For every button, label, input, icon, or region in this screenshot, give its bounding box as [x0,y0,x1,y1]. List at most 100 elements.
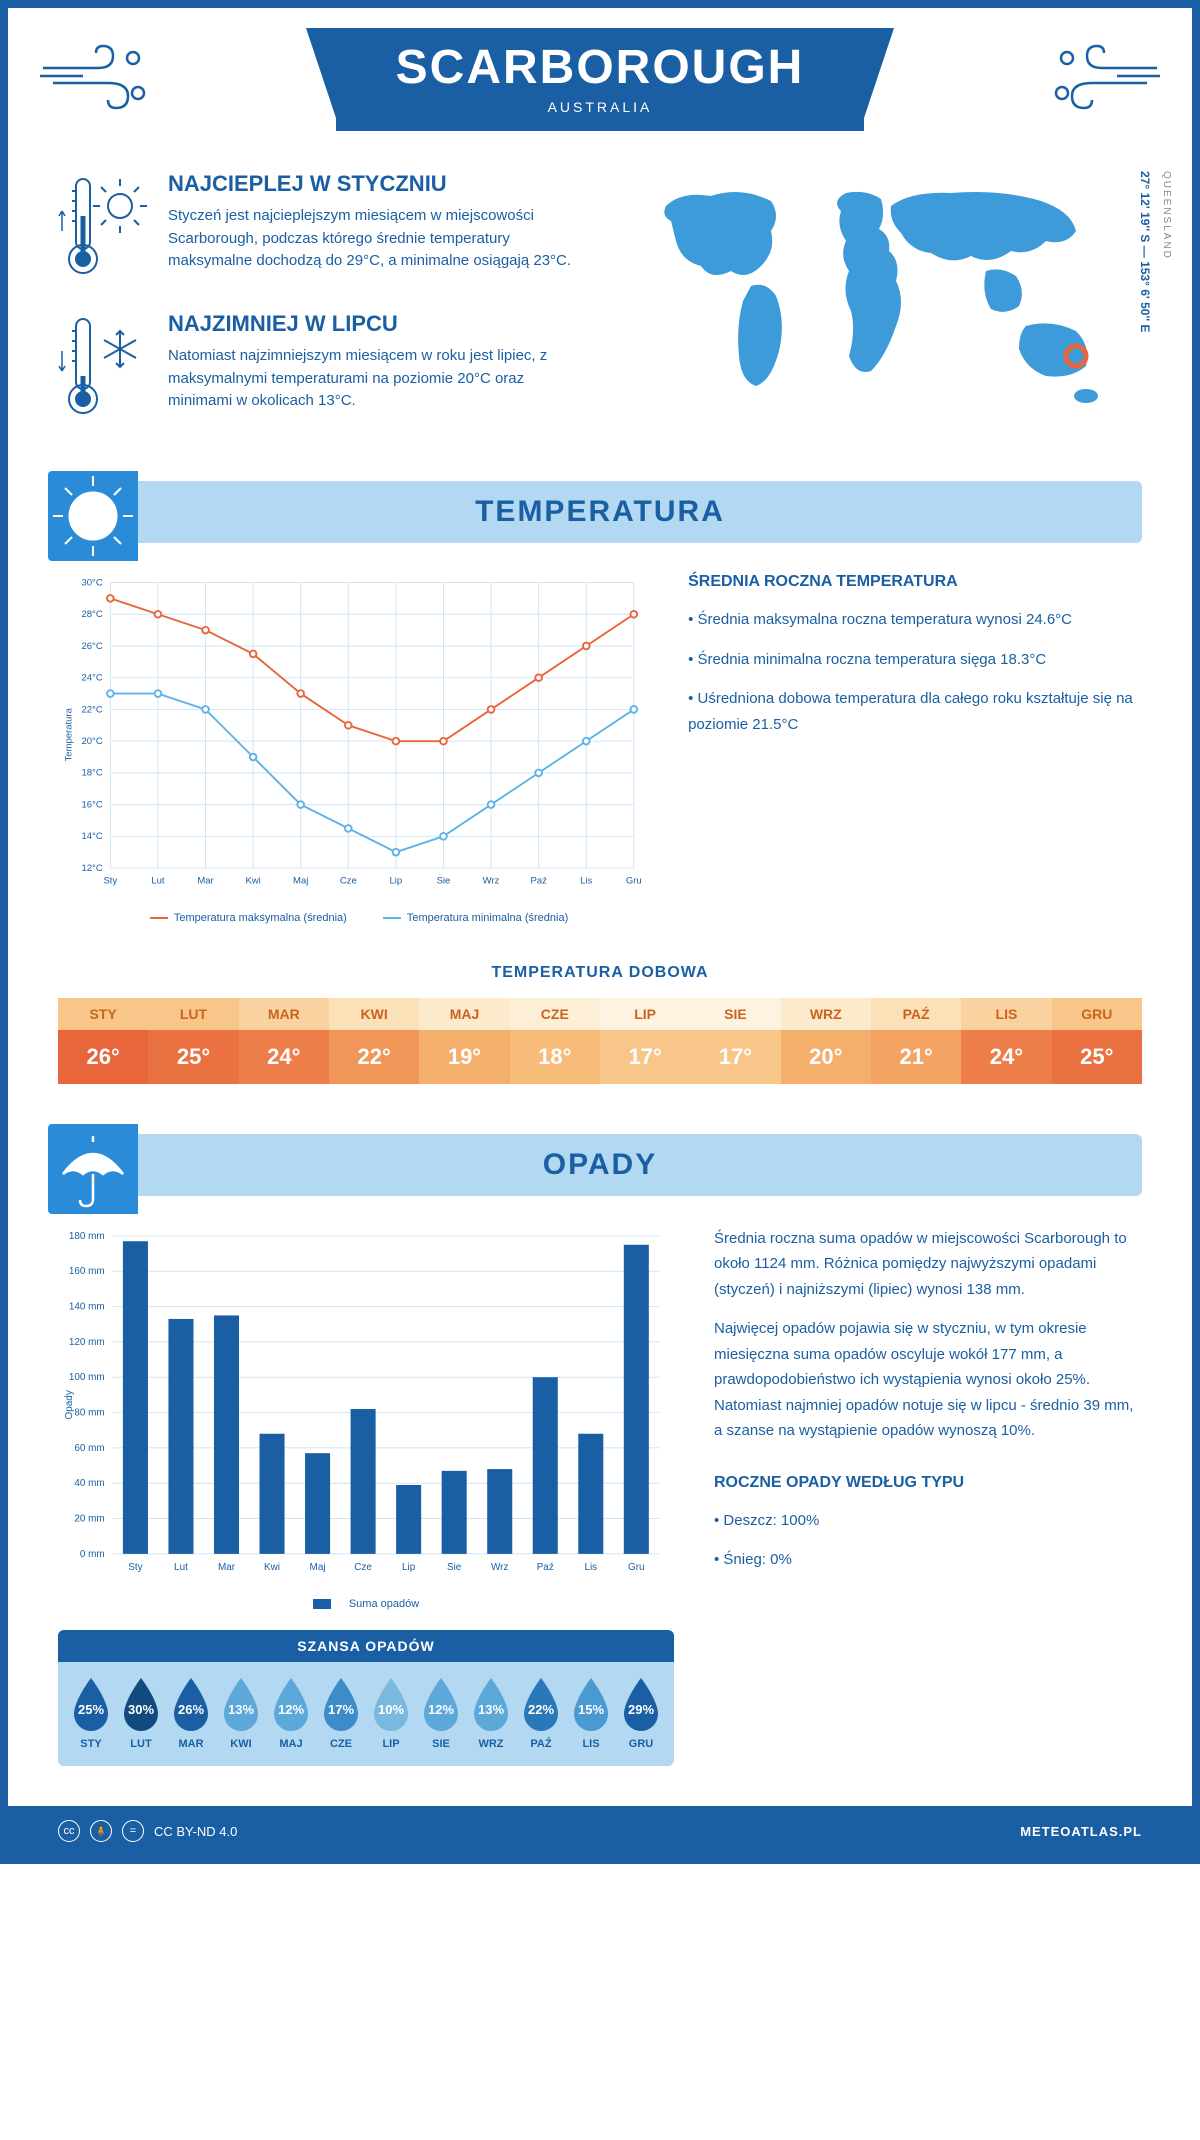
svg-text:22°C: 22°C [82,704,103,715]
svg-text:Paź: Paź [530,875,547,886]
daily-value: 21° [871,1030,961,1084]
svg-text:20 mm: 20 mm [74,1513,104,1524]
temperature-legend: Temperatura maksymalna (średnia)Temperat… [58,912,648,924]
annual-bullet: • Uśredniona dobowa temperatura dla całe… [688,686,1142,737]
svg-text:26°C: 26°C [82,641,103,652]
chance-drop: 26% MAR [166,1676,216,1750]
chance-drop: 15% LIS [566,1676,616,1750]
svg-text:20°C: 20°C [82,736,103,747]
svg-text:16°C: 16°C [82,799,103,810]
daily-month: SIE [690,998,780,1030]
wind-icon [38,38,148,118]
warmest-fact: NAJCIEPLEJ W STYCZNIU Styczeń jest najci… [58,171,580,281]
wind-icon [1052,38,1162,118]
city-name: SCARBOROUGH [396,40,805,95]
daily-month: MAJ [419,998,509,1030]
daily-value: 22° [329,1030,419,1084]
svg-text:Mar: Mar [197,875,213,886]
daily-temperature-table: TEMPERATURA DOBOWA STYLUTMARKWIMAJCZELIP… [8,964,1192,1134]
precip-p2: Najwięcej opadów pojawia się w styczniu,… [714,1316,1142,1444]
daily-month: LIS [961,998,1051,1030]
precip-p1: Średnia roczna suma opadów w miejscowośc… [714,1226,1142,1303]
svg-text:Gru: Gru [626,875,642,886]
svg-text:Lis: Lis [584,1561,597,1572]
umbrella-icon [48,1124,138,1214]
chance-drop: 12% MAJ [266,1676,316,1750]
svg-text:140 mm: 140 mm [69,1301,105,1312]
svg-text:Sie: Sie [437,875,451,886]
daily-month: WRZ [781,998,871,1030]
temperature-annual-text: ŚREDNIA ROCZNA TEMPERATURA • Średnia mak… [688,573,1142,924]
svg-text:Lip: Lip [402,1561,416,1572]
warmest-text: Styczeń jest najcieplejszym miesiącem w … [168,205,580,273]
svg-text:Sty: Sty [128,1561,142,1572]
svg-text:Cze: Cze [354,1561,372,1572]
daily-month: KWI [329,998,419,1030]
daily-month: GRU [1052,998,1142,1030]
chance-drop: 12% SIE [416,1676,466,1750]
svg-text:Lip: Lip [390,875,403,886]
daily-month: PAŹ [871,998,961,1030]
cc-icon: cc [58,1820,80,1842]
daily-value: 25° [1052,1030,1142,1084]
svg-text:120 mm: 120 mm [69,1336,105,1347]
precip-type-item: • Deszcz: 100% [714,1508,1142,1534]
header: SCARBOROUGH AUSTRALIA [8,8,1192,171]
svg-text:Lut: Lut [174,1561,188,1572]
svg-text:Temperatura: Temperatura [63,707,74,761]
temperature-title: TEMPERATURA [58,495,1142,529]
svg-text:18°C: 18°C [82,768,103,779]
svg-text:Cze: Cze [340,875,357,886]
intro-section: NAJCIEPLEJ W STYCZNIU Styczeń jest najci… [8,171,1192,481]
precip-type-title: ROCZNE OPADY WEDŁUG TYPU [714,1474,1142,1492]
chance-drop: 29% GRU [616,1676,666,1750]
temperature-line-chart: 12°C14°C16°C18°C20°C22°C24°C26°C28°C30°C… [58,573,648,897]
sun-icon [48,471,138,561]
chance-drop: 10% LIP [366,1676,416,1750]
svg-text:60 mm: 60 mm [74,1442,104,1453]
country-name: AUSTRALIA [396,99,805,115]
svg-text:24°C: 24°C [82,673,103,684]
precipitation-bar-chart: 0 mm20 mm40 mm60 mm80 mm100 mm120 mm140 … [58,1226,674,1584]
precipitation-legend: Suma opadów [58,1598,674,1610]
title-banner: SCARBOROUGH AUSTRALIA [336,28,865,131]
chance-drop: 13% WRZ [466,1676,516,1750]
annual-temp-title: ŚREDNIA ROCZNA TEMPERATURA [688,573,1142,591]
chance-drop: 13% KWI [216,1676,266,1750]
svg-text:Lis: Lis [580,875,592,886]
svg-text:Kwi: Kwi [245,875,260,886]
daily-month: MAR [239,998,329,1030]
chance-drop: 30% LUT [116,1676,166,1750]
site-name: METEOATLAS.PL [1020,1824,1142,1839]
svg-text:Wrz: Wrz [491,1561,508,1572]
annual-bullet: • Średnia maksymalna roczna temperatura … [688,607,1142,633]
svg-text:Opady: Opady [64,1390,75,1419]
coldest-fact: NAJZIMNIEJ W LIPCU Natomiast najzimniejs… [58,311,580,421]
svg-text:180 mm: 180 mm [69,1231,105,1242]
daily-value: 17° [600,1030,690,1084]
svg-text:14°C: 14°C [82,831,103,842]
license-text: CC BY-ND 4.0 [154,1824,237,1839]
svg-text:Gru: Gru [628,1561,645,1572]
svg-text:Kwi: Kwi [264,1561,280,1572]
svg-text:Wrz: Wrz [483,875,500,886]
coldest-title: NAJZIMNIEJ W LIPCU [168,311,580,337]
precipitation-text: Średnia roczna suma opadów w miejscowośc… [714,1226,1142,1767]
thermometer-snow-icon [58,311,148,421]
daily-value: 24° [961,1030,1051,1084]
daily-month: STY [58,998,148,1030]
daily-value: 24° [239,1030,329,1084]
daily-month: LUT [148,998,238,1030]
svg-text:30°C: 30°C [82,577,103,588]
svg-text:160 mm: 160 mm [69,1266,105,1277]
svg-text:80 mm: 80 mm [74,1407,104,1418]
daily-value: 26° [58,1030,148,1084]
coldest-text: Natomiast najzimniejszym miesiącem w rok… [168,345,580,413]
daily-value: 17° [690,1030,780,1084]
svg-text:12°C: 12°C [82,863,103,874]
precipitation-section-header: OPADY [58,1134,1142,1196]
chance-drop: 25% STY [66,1676,116,1750]
thermometer-sun-icon [58,171,148,281]
footer: cc 🧍 = CC BY-ND 4.0 METEOATLAS.PL [8,1806,1192,1856]
svg-text:0 mm: 0 mm [80,1548,105,1559]
